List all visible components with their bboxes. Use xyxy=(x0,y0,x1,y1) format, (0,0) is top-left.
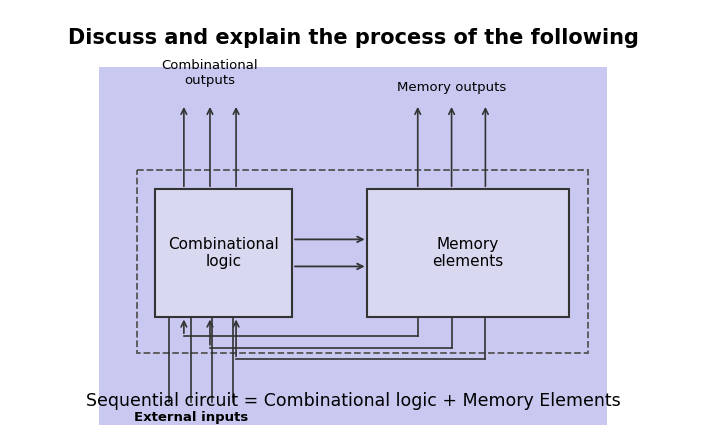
Text: Sequential circuit = Combinational logic + Memory Elements: Sequential circuit = Combinational logic… xyxy=(85,392,621,410)
Bar xyxy=(155,189,292,317)
Text: Memory
elements: Memory elements xyxy=(432,237,503,269)
Bar xyxy=(99,67,607,425)
Text: Combinational
outputs: Combinational outputs xyxy=(162,58,258,87)
Text: External inputs: External inputs xyxy=(133,412,248,424)
Text: Combinational
logic: Combinational logic xyxy=(168,237,279,269)
Bar xyxy=(368,189,568,317)
Text: Memory outputs: Memory outputs xyxy=(397,82,506,94)
Bar xyxy=(138,170,588,354)
Text: Discuss and explain the process of the following: Discuss and explain the process of the f… xyxy=(68,28,638,48)
